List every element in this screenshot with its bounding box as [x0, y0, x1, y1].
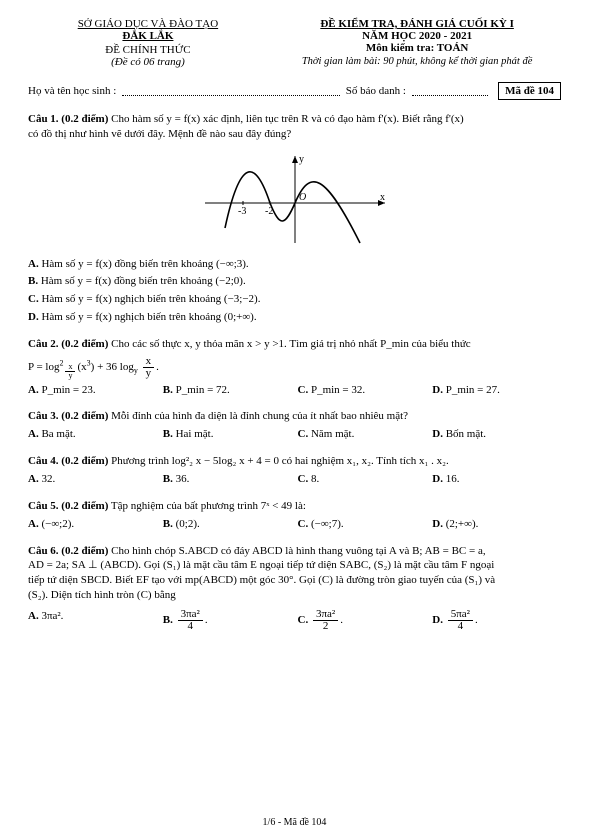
q1-a: Hàm số y = f(x) đồng biến trên khoảng (−… [41, 258, 248, 270]
q4-text: Phương trình log²₂ x − 5log₂ x + 4 = 0 c… [111, 455, 449, 467]
q6-c-frac: 3πa² 2 [313, 609, 338, 632]
q2-expr: P = log2xy(x3) + 36 logy xy. [28, 356, 561, 380]
q1-graph: x y O -3 -2 [28, 148, 561, 253]
q4-num: Câu 4. (0.2 điểm) [28, 455, 108, 467]
q6-text4: (S₂). Diện tích hình tròn (C) bằng [28, 588, 561, 603]
q2-b: P_min = 72 [176, 384, 227, 396]
q2-d: P_min = 27 [446, 384, 497, 396]
q1-b: Hàm số y = f(x) đồng biến trên khoảng (−… [41, 275, 246, 287]
exam-official: ĐỀ CHÍNH THỨC [28, 44, 268, 56]
graph-tick-m2: -2 [265, 206, 273, 217]
q5-c: (−∞;7). [311, 518, 344, 530]
graph-tick-m3: -3 [238, 206, 246, 217]
q5-text: Tập nghiệm của bất phương trình 7ˣ < 49 … [111, 500, 306, 512]
q2-num: Câu 2. (0.2 điểm) [28, 338, 108, 350]
exam-title: ĐỀ KIỂM TRA, ĐÁNH GIÁ CUỐI KỲ I [273, 18, 561, 30]
header-dept: SỞ GIÁO DỤC VÀ ĐÀO TẠO [28, 18, 268, 30]
q5-d: (2;+∞). [446, 518, 479, 530]
question-6: Câu 6. (0.2 điểm) Cho hình chóp S.ABCD c… [28, 544, 561, 632]
q3-text: Mỗi đỉnh của hình đa diện là đỉnh chung … [111, 410, 408, 422]
question-3: Câu 3. (0.2 điểm) Mỗi đỉnh của hình đa d… [28, 409, 561, 442]
q5-a: (−∞;2). [41, 518, 74, 530]
q4-a: 32. [41, 473, 55, 485]
q1-text2: có đồ thị như hình vẽ dưới đây. Mệnh đề … [28, 127, 561, 142]
q3-c: Năm mặt. [311, 428, 354, 440]
q1-d: Hàm số y = f(x) nghịch biến trên khoảng … [41, 311, 256, 323]
time-note: Thời gian làm bài: 90 phút, không kể thờ… [273, 56, 561, 67]
exam-code: Mã đề 104 [498, 82, 561, 100]
q6-b-frac: 3πa² 4 [178, 609, 203, 632]
q6-a: 3πa². [41, 610, 63, 622]
q1-num: Câu 1. (0.2 điểm) [28, 113, 108, 125]
q5-b: (0;2). [176, 518, 200, 530]
header-province: ĐẮK LẮK [28, 30, 268, 42]
sbd-dots [412, 86, 488, 96]
q3-d: Bốn mặt. [446, 428, 486, 440]
sbd-label: Số báo danh : [346, 85, 406, 97]
page-footer: 1/6 - Mã đề 104 [0, 817, 589, 828]
page-header: SỞ GIÁO DỤC VÀ ĐÀO TẠO ĐẮK LẮK ĐỀ CHÍNH … [28, 18, 561, 68]
graph-origin: O [299, 192, 306, 203]
question-4: Câu 4. (0.2 điểm) Phương trình log²₂ x −… [28, 454, 561, 487]
q5-num: Câu 5. (0.2 điểm) [28, 500, 108, 512]
q6-text2: AD = 2a; SA ⊥ (ABCD). Gọi (S₁) là mặt cầ… [28, 558, 561, 573]
q2-text: Cho các số thực x, y thỏa mãn x > y >1. … [111, 338, 471, 350]
q4-b: 36. [176, 473, 190, 485]
name-dots [122, 86, 339, 96]
graph-x-label: x [380, 192, 385, 203]
q3-a: Ba mặt. [41, 428, 75, 440]
q1-text1: Cho hàm số y = f(x) xác định, liên tục t… [111, 113, 464, 125]
q2-a: P_min = 23 [41, 384, 92, 396]
q1-c: Hàm số y = f(x) nghịch biến trên khoảng … [41, 293, 260, 305]
question-5: Câu 5. (0.2 điểm) Tập nghiệm của bất phư… [28, 499, 561, 532]
graph-y-label: y [299, 154, 304, 165]
q6-num: Câu 6. (0.2 điểm) [28, 545, 108, 557]
subject: Môn kiểm tra: TOÁN [273, 42, 561, 54]
q2-c: P_min = 32 [311, 384, 362, 396]
q6-d-frac: 5πa² 4 [448, 609, 473, 632]
q4-d: 16. [446, 473, 460, 485]
q4-c: 8. [311, 473, 319, 485]
question-2: Câu 2. (0.2 điểm) Cho các số thực x, y t… [28, 337, 561, 398]
q3-b: Hai mặt. [176, 428, 214, 440]
name-label: Họ và tên học sinh : [28, 85, 116, 97]
name-row: Họ và tên học sinh : Số báo danh : Mã đề… [28, 82, 561, 100]
page-count: (Đề có 06 trang) [28, 56, 268, 68]
q6-text3: tiếp tứ diện SBCD. Biết EF tạo với mp(AB… [28, 573, 561, 588]
school-year: NĂM HỌC 2020 - 2021 [273, 30, 561, 42]
question-1: Câu 1. (0.2 điểm) Cho hàm số y = f(x) xá… [28, 112, 561, 325]
q3-num: Câu 3. (0.2 điểm) [28, 410, 108, 422]
q6-text1: Cho hình chóp S.ABCD có đáy ABCD là hình… [111, 545, 486, 557]
